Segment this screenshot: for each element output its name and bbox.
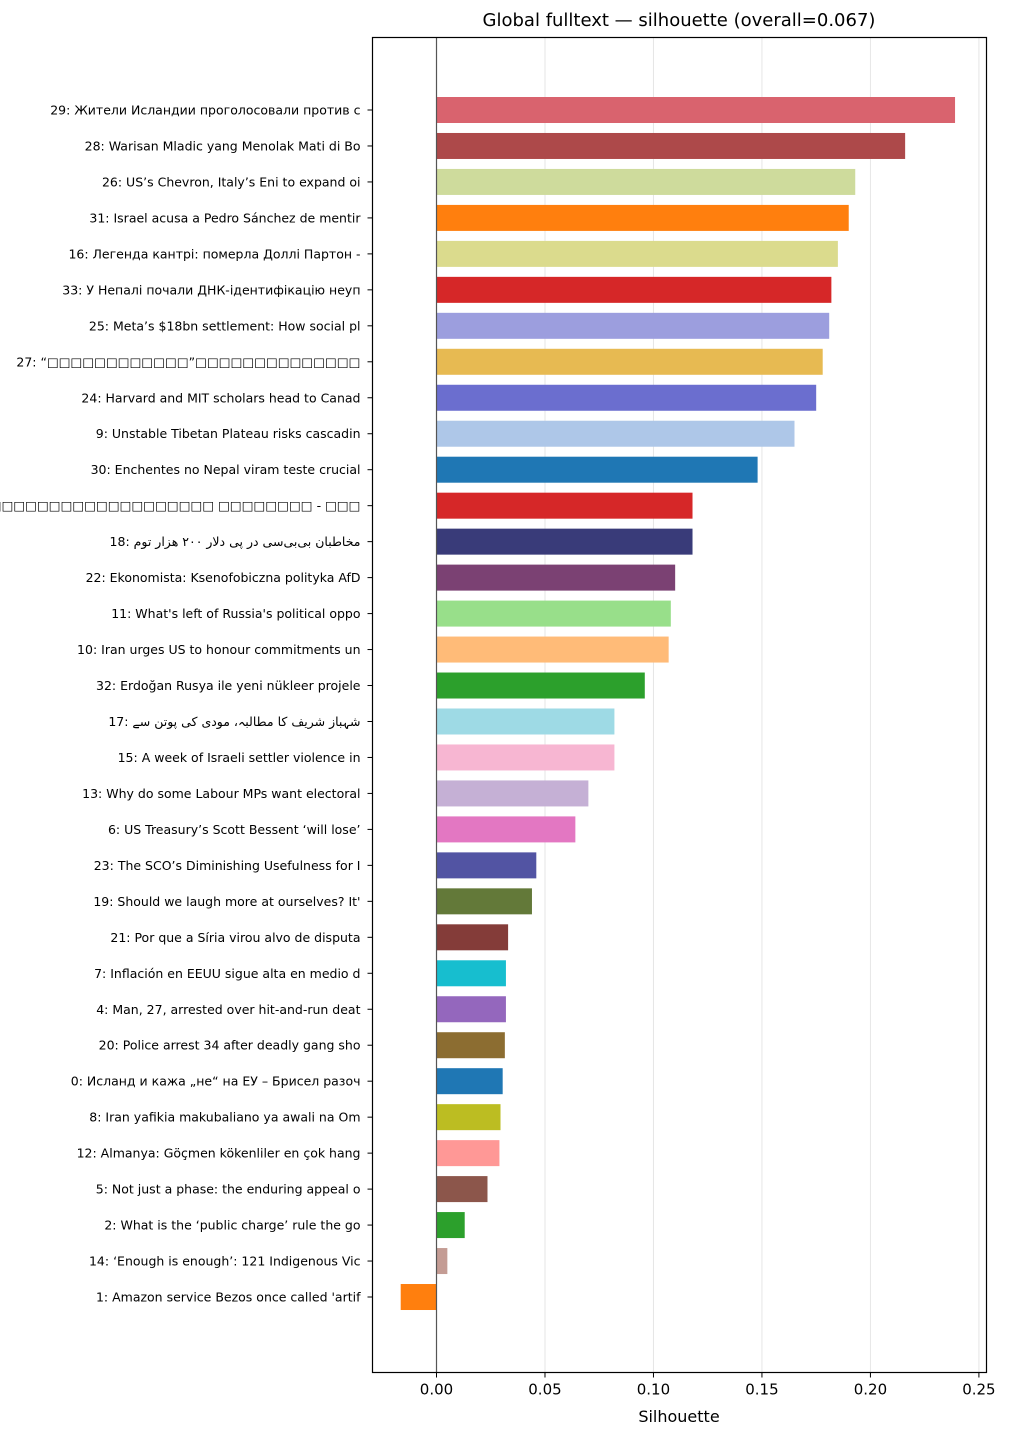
bar xyxy=(436,420,795,447)
y-tick-label: 6: US Treasury’s Scott Bessent ‘will los… xyxy=(108,822,361,837)
bar xyxy=(436,384,817,411)
y-tick-label: 9: Unstable Tibetan Plateau risks cascad… xyxy=(96,426,361,441)
y-tick-label: 31: Israel acusa a Pedro Sánchez de ment… xyxy=(89,210,361,225)
bar xyxy=(436,97,956,123)
y-tick-label: 17: شہباز شریف کا مطالبہ، مودی کی پوتن س… xyxy=(108,714,360,730)
y-tick-label: 25: Meta’s $18bn settlement: How social … xyxy=(89,318,361,333)
bar xyxy=(400,1284,437,1311)
bar xyxy=(436,312,830,339)
y-tick-label: 18: مخاطبان بی‌بی‌سی در پی دلار ۲۰۰ هزار… xyxy=(110,534,361,550)
y-tick-label: 12: Almanya: Göçmen kökenliler en çok ha… xyxy=(77,1146,361,1161)
y-tick-label: 19: Should we laugh more at ourselves? I… xyxy=(93,894,360,909)
bar xyxy=(436,924,509,951)
bar xyxy=(436,528,693,555)
y-tick-label: 15: A week of Israeli settler violence i… xyxy=(118,750,361,765)
chart-title: Global fulltext — silhouette (overall=0.… xyxy=(483,10,876,31)
x-tick-label: 0.05 xyxy=(528,1381,561,1399)
bar xyxy=(436,636,669,663)
bar xyxy=(436,1176,488,1203)
bar xyxy=(436,276,832,303)
bar xyxy=(436,852,537,879)
bar xyxy=(436,1104,501,1131)
bar xyxy=(436,348,823,375)
y-tick-label: 27: “□□□□□□□□□□□□”□□□□□□□□□□□□□□ xyxy=(16,354,360,369)
y-tick-label: 11: What's left of Russia's political op… xyxy=(111,606,360,621)
y-tick-label: 13: Why do some Labour MPs want electora… xyxy=(82,786,360,801)
plot-frame xyxy=(371,36,988,1374)
bar xyxy=(436,672,645,699)
y-tick-label: 20: Police arrest 34 after deadly gang s… xyxy=(99,1038,361,1053)
y-tick-label: 28: Warisan Mladic yang Menolak Mati di … xyxy=(85,138,361,153)
bar xyxy=(436,204,849,231)
bar xyxy=(436,1068,503,1095)
y-tick-label: 10: Iran urges US to honour commitments … xyxy=(77,642,360,657)
bar xyxy=(436,132,906,159)
bar xyxy=(436,1248,448,1275)
y-axis-ticks: 29: Жители Исландии проголосовали против… xyxy=(0,103,373,1305)
y-tick-label: 0: Исланд и кажа „не“ на ЕУ – Брисел раз… xyxy=(71,1074,361,1089)
y-tick-label: 32: Erdoğan Rusya ile yeni nükleer proje… xyxy=(96,678,361,693)
bar xyxy=(436,708,615,735)
x-axis-ticks: 0.00 0.05 0.10 0.15 0.20 0.25 xyxy=(420,1372,996,1399)
x-axis-label: Silhouette xyxy=(638,1407,719,1426)
x-tick-label: 0.10 xyxy=(637,1381,670,1399)
y-tick-label: 26: US’s Chevron, Italy’s Eni to expand … xyxy=(102,174,361,189)
bar xyxy=(436,960,506,987)
bar xyxy=(436,168,856,195)
bar xyxy=(436,492,693,519)
x-tick-label: 0.25 xyxy=(962,1381,995,1399)
y-tick-label: 3: JFE□□□□□□□□□□□□□□□□□□□□□□□□□□□ □□□□□□… xyxy=(0,498,361,513)
bar xyxy=(436,1032,505,1059)
bar xyxy=(436,780,589,807)
y-tick-label: 24: Harvard and MIT scholars head to Can… xyxy=(81,390,360,405)
bar xyxy=(436,240,838,267)
bar xyxy=(436,888,532,915)
bar xyxy=(436,816,576,843)
y-tick-label: 5: Not just a phase: the enduring appeal… xyxy=(96,1182,361,1197)
y-tick-label: 7: Inflación en EEUU sigue alta en medio… xyxy=(94,966,360,981)
bar xyxy=(436,564,676,591)
y-tick-label: 23: The SCO’s Diminishing Usefulness for… xyxy=(94,858,361,873)
y-tick-label: 33: У Непалі почали ДНК-ідентифікацію не… xyxy=(62,282,360,297)
y-tick-label: 8: Iran yafikia makubaliano ya awali na … xyxy=(89,1110,360,1125)
bar xyxy=(436,1140,500,1167)
bars xyxy=(400,97,956,1311)
y-tick-label: 2: What is the ‘public charge’ rule the … xyxy=(104,1218,360,1233)
y-tick-label: 29: Жители Исландии проголосовали против… xyxy=(50,103,360,118)
bar xyxy=(436,1212,465,1239)
bar xyxy=(436,600,671,627)
x-tick-label: 0.00 xyxy=(420,1381,453,1399)
bar xyxy=(436,456,758,483)
bar xyxy=(436,996,506,1023)
y-tick-label: 16: Легенда кантрі: померла Доллі Партон… xyxy=(68,246,360,261)
x-tick-label: 0.20 xyxy=(854,1381,887,1399)
y-tick-label: 21: Por que a Síria virou alvo de disput… xyxy=(110,930,360,945)
y-tick-label: 30: Enchentes no Nepal viram teste cruci… xyxy=(91,462,361,477)
y-tick-label: 4: Man, 27, arrested over hit-and-run de… xyxy=(96,1002,360,1017)
y-tick-label: 1: Amazon service Bezos once called 'art… xyxy=(96,1290,361,1305)
bar xyxy=(436,744,615,771)
y-tick-label: 14: ‘Enough is enough’: 121 Indigenous V… xyxy=(89,1254,361,1269)
x-tick-label: 0.15 xyxy=(745,1381,778,1399)
y-tick-label: 22: Ekonomista: Ksenofobiczna polityka A… xyxy=(86,570,361,585)
